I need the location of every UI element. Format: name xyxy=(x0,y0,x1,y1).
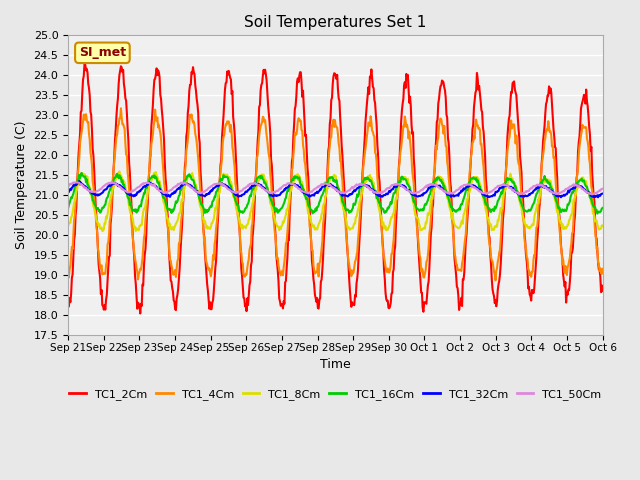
TC1_50Cm xyxy=(401,185,409,191)
TC1_8Cm xyxy=(598,223,606,228)
TC1_2Cm xyxy=(417,290,425,296)
TC1_4Cm xyxy=(74,171,82,177)
TC1_32Cm xyxy=(401,184,409,190)
TC1_8Cm xyxy=(74,180,82,186)
Line: TC1_2Cm: TC1_2Cm xyxy=(68,64,602,313)
TC1_8Cm xyxy=(402,175,410,180)
TC1_50Cm xyxy=(184,182,191,188)
TC1_32Cm xyxy=(557,194,564,200)
TC1_16Cm xyxy=(64,205,72,211)
Line: TC1_16Cm: TC1_16Cm xyxy=(68,173,602,214)
TC1_4Cm xyxy=(130,242,138,248)
TC1_4Cm xyxy=(598,266,606,272)
TC1_16Cm xyxy=(417,206,424,212)
TC1_16Cm xyxy=(593,211,601,216)
TC1_32Cm xyxy=(184,181,191,187)
Y-axis label: Soil Temperature (C): Soil Temperature (C) xyxy=(15,121,28,250)
TC1_2Cm xyxy=(598,288,606,294)
Line: TC1_8Cm: TC1_8Cm xyxy=(68,171,602,231)
TC1_32Cm xyxy=(212,184,220,190)
Line: TC1_4Cm: TC1_4Cm xyxy=(68,108,602,280)
TC1_32Cm xyxy=(417,193,424,199)
TC1_4Cm xyxy=(401,114,409,120)
TC1_4Cm xyxy=(492,277,499,283)
TC1_32Cm xyxy=(64,190,72,195)
TC1_8Cm xyxy=(116,168,124,174)
X-axis label: Time: Time xyxy=(320,358,351,371)
TC1_8Cm xyxy=(132,228,140,234)
TC1_50Cm xyxy=(515,192,523,197)
TC1_2Cm xyxy=(213,243,221,249)
TC1_16Cm xyxy=(212,189,220,195)
TC1_8Cm xyxy=(130,222,138,228)
TC1_4Cm xyxy=(64,270,72,276)
Line: TC1_50Cm: TC1_50Cm xyxy=(68,182,602,194)
TC1_16Cm xyxy=(598,205,606,211)
TC1_32Cm xyxy=(74,180,82,186)
TC1_4Cm xyxy=(184,137,191,143)
TC1_50Cm xyxy=(212,181,220,187)
TC1_50Cm xyxy=(108,179,116,185)
TC1_50Cm xyxy=(417,188,424,194)
TC1_8Cm xyxy=(417,226,425,232)
TC1_2Cm xyxy=(136,311,144,316)
Title: Soil Temperatures Set 1: Soil Temperatures Set 1 xyxy=(244,15,426,30)
TC1_4Cm xyxy=(117,106,125,111)
TC1_2Cm xyxy=(402,85,410,91)
Line: TC1_32Cm: TC1_32Cm xyxy=(68,181,602,197)
TC1_2Cm xyxy=(130,244,138,250)
Text: SI_met: SI_met xyxy=(79,46,126,60)
TC1_8Cm xyxy=(64,223,72,228)
TC1_50Cm xyxy=(64,183,72,189)
TC1_32Cm xyxy=(76,178,83,184)
TC1_50Cm xyxy=(74,180,82,185)
Legend: TC1_2Cm, TC1_4Cm, TC1_8Cm, TC1_16Cm, TC1_32Cm, TC1_50Cm: TC1_2Cm, TC1_4Cm, TC1_8Cm, TC1_16Cm, TC1… xyxy=(65,384,606,404)
TC1_2Cm xyxy=(74,168,82,173)
TC1_4Cm xyxy=(417,255,424,261)
TC1_8Cm xyxy=(185,174,193,180)
TC1_16Cm xyxy=(401,176,409,182)
TC1_32Cm xyxy=(130,193,138,199)
TC1_16Cm xyxy=(184,173,191,179)
TC1_2Cm xyxy=(185,103,193,109)
TC1_50Cm xyxy=(598,186,606,192)
TC1_16Cm xyxy=(74,177,82,182)
TC1_16Cm xyxy=(130,207,138,213)
TC1_16Cm xyxy=(77,170,85,176)
TC1_2Cm xyxy=(81,61,88,67)
TC1_4Cm xyxy=(212,226,220,232)
TC1_50Cm xyxy=(130,188,138,193)
TC1_32Cm xyxy=(598,191,606,196)
TC1_8Cm xyxy=(213,201,221,207)
TC1_2Cm xyxy=(64,304,72,310)
